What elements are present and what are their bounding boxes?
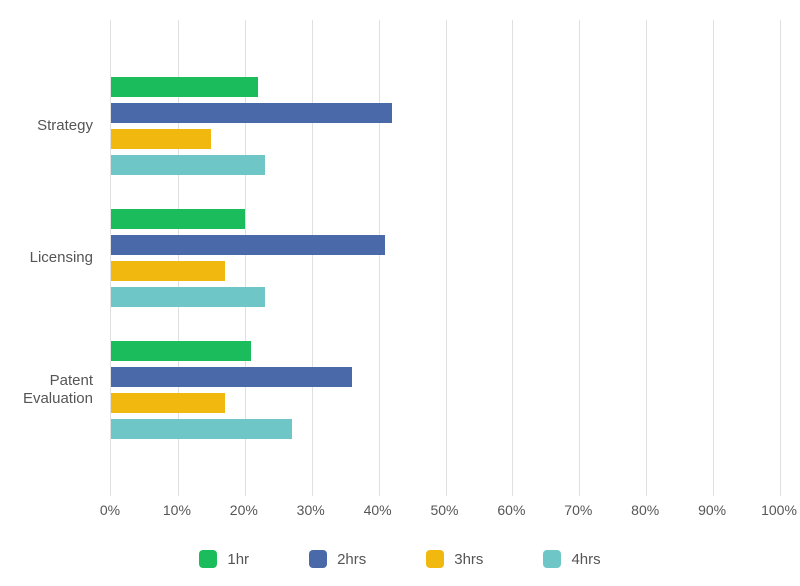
y-tick-label: PatentEvaluation (1, 372, 101, 408)
x-tick-label: 50% (430, 502, 458, 518)
legend-item: 2hrs (309, 550, 366, 568)
y-tick-label: Strategy (1, 117, 101, 135)
legend-swatch (309, 550, 327, 568)
legend-label: 3hrs (454, 551, 483, 568)
x-tick-label: 70% (564, 502, 592, 518)
legend-swatch (543, 550, 561, 568)
gridline (780, 20, 781, 496)
x-tick-label: 100% (761, 502, 797, 518)
bar (111, 287, 265, 307)
legend-label: 2hrs (337, 551, 366, 568)
x-tick-label: 60% (497, 502, 525, 518)
chart-container: StrategyLicensingPatentEvaluation 0%10%2… (0, 0, 800, 586)
legend-item: 4hrs (543, 550, 600, 568)
x-tick-label: 80% (631, 502, 659, 518)
x-tick-label: 30% (297, 502, 325, 518)
bar (111, 393, 225, 413)
y-tick-label: Licensing (1, 249, 101, 267)
legend-label: 4hrs (571, 551, 600, 568)
bar (111, 129, 211, 149)
x-tick-label: 20% (230, 502, 258, 518)
legend-label: 1hr (227, 551, 249, 568)
bar (111, 155, 265, 175)
bar (111, 235, 385, 255)
legend-swatch (426, 550, 444, 568)
legend-item: 3hrs (426, 550, 483, 568)
bars-layer (111, 20, 780, 496)
bar (111, 341, 251, 361)
x-tick-label: 10% (163, 502, 191, 518)
plot-area: StrategyLicensingPatentEvaluation (110, 20, 780, 496)
bar (111, 261, 225, 281)
x-tick-label: 0% (100, 502, 120, 518)
bar (111, 367, 352, 387)
x-tick-label: 90% (698, 502, 726, 518)
bar (111, 77, 258, 97)
bar (111, 103, 392, 123)
x-axis-labels: 0%10%20%30%40%50%60%70%80%90%100% (110, 500, 780, 520)
x-tick-label: 40% (364, 502, 392, 518)
legend: 1hr 2hrs 3hrs 4hrs (0, 550, 800, 568)
legend-item: 1hr (199, 550, 249, 568)
bar (111, 209, 245, 229)
legend-swatch (199, 550, 217, 568)
bar (111, 419, 292, 439)
